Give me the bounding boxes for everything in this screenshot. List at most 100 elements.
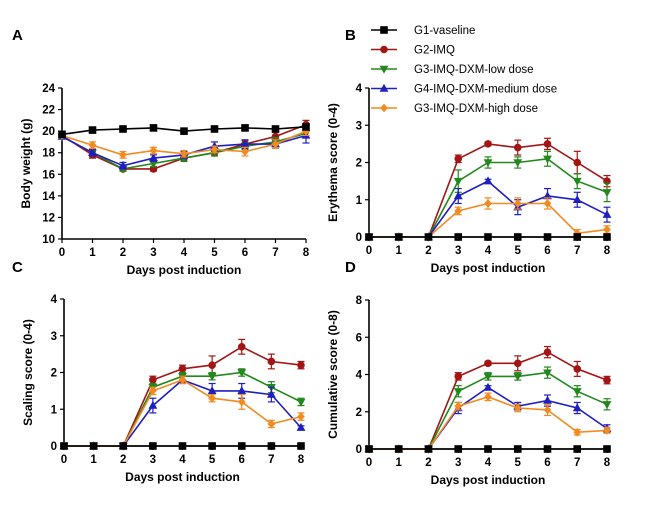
panel-b-x-tick-label: 8 (604, 245, 611, 257)
data-point (149, 376, 157, 384)
data-point (241, 147, 249, 157)
legend-item-g4-imq-dxm-medium-dose: G4-IMQ-DXM-medium dose (371, 84, 557, 96)
panel-c-x-axis-title: Days post induction (125, 470, 240, 484)
data-point (58, 130, 66, 139)
panel-b-x-tick-label: 3 (455, 245, 461, 257)
data-point (602, 189, 612, 198)
legend-item-g3-imq-dxm-low-dose: G3-IMQ-DXM-low dose (371, 64, 534, 76)
panel-c-x-tick-label: 6 (239, 454, 245, 466)
data-point (454, 372, 463, 381)
legend-label: G3-IMQ-DXM-low dose (414, 64, 534, 76)
panel-letter-a: A (12, 27, 23, 44)
panel-b-y-tick-label: 1 (356, 195, 363, 207)
panel-c-x-tick-label: 7 (268, 454, 274, 466)
data-point (572, 388, 582, 397)
data-point (365, 445, 373, 453)
panel-a-series-g1-vaseline (58, 122, 310, 139)
data-point (453, 388, 463, 397)
panel-c-x-tick-label: 0 (61, 454, 67, 466)
data-point (88, 140, 97, 150)
data-point (454, 233, 463, 241)
data-point (297, 412, 305, 421)
data-point (543, 369, 552, 378)
legend-label: G1-vaseline (414, 25, 475, 37)
panel-b-x-tick-label: 0 (366, 245, 372, 257)
data-point (210, 145, 219, 154)
data-point (573, 233, 582, 241)
data-point (178, 375, 187, 385)
panel-c-y-tick-label: 3 (51, 331, 57, 343)
data-point (513, 199, 522, 208)
series-line (64, 345, 302, 447)
panel-d-cumulative-chart: 0 2 4 6 8 0 1 2 3 4 5 6 7 8 Days post induction Cumulat… (326, 295, 612, 487)
data-point (483, 159, 493, 168)
data-point (483, 373, 493, 382)
data-point (484, 140, 492, 148)
panel-c-x-tick-label: 8 (298, 454, 305, 466)
data-point (88, 147, 97, 156)
panel-b-y-tick-label: 2 (356, 158, 362, 170)
panel-a-x-tick-label: 3 (150, 247, 156, 259)
legend-label: G4-IMQ-DXM-medium dose (414, 84, 557, 96)
data-point (513, 159, 523, 168)
data-point (208, 361, 216, 369)
data-point (208, 442, 216, 450)
panel-a-x-tick-label: 4 (181, 247, 188, 259)
series-line (64, 379, 302, 447)
panel-letter-c: C (12, 259, 23, 276)
data-point (602, 209, 612, 218)
panel-b-x-tick-label: 4 (485, 245, 492, 257)
legend-marker-circle (380, 45, 388, 54)
panel-b-x-tick-label: 1 (396, 245, 403, 257)
data-point (513, 143, 522, 152)
panel-a-y-tick-label: 10 (42, 234, 55, 246)
data-point (484, 392, 492, 402)
data-point (484, 199, 492, 208)
data-point (267, 357, 276, 366)
panel-a-x-tick-label: 6 (242, 247, 248, 259)
data-point (484, 445, 492, 453)
data-point (237, 397, 246, 407)
data-point (207, 386, 217, 395)
panel-a-y-tick-label: 22 (42, 105, 55, 117)
data-point (484, 359, 492, 368)
legend-marker-triangle-down (379, 65, 389, 74)
data-point (178, 365, 187, 373)
data-point (543, 395, 552, 404)
legend-label: G2-IMQ (414, 45, 455, 57)
panel-letter-b: B (345, 27, 356, 44)
data-point (483, 176, 493, 185)
panel-d-series-g1-vaseline (365, 445, 611, 453)
panel-a-y-tick-label: 16 (42, 169, 55, 181)
panel-c-y-tick-label: 0 (51, 441, 57, 453)
panel-b-x-tick-label: 5 (515, 245, 522, 257)
data-point (454, 206, 463, 216)
data-point (88, 126, 97, 134)
data-point (208, 393, 216, 403)
panel-b-erythema-chart: 0 1 2 3 4 0 1 2 3 4 5 6 7 8 Days post induction Erythem… (326, 83, 612, 275)
data-point (513, 233, 522, 241)
panel-c-series-g1-vaseline (60, 442, 305, 450)
panel-d-series-g3-imq-dxm-high-dose (365, 392, 611, 454)
data-point (543, 405, 552, 415)
data-point (572, 403, 582, 412)
data-point (149, 124, 158, 132)
data-point (118, 160, 128, 169)
data-point (119, 125, 127, 133)
panel-c-x-tick-label: 5 (209, 454, 216, 466)
data-point (453, 191, 463, 200)
data-point (543, 191, 552, 200)
data-point (149, 386, 157, 396)
legend-item-g2-imq: G2-IMQ (371, 45, 455, 57)
data-point (149, 153, 158, 162)
data-point (603, 445, 611, 453)
panel-a-y-tick-label: 18 (42, 148, 55, 160)
data-point (241, 124, 249, 132)
data-point (603, 376, 611, 384)
data-point (424, 233, 433, 241)
data-point (237, 442, 246, 450)
data-point (602, 401, 612, 410)
panel-d-x-tick-label: 2 (425, 457, 431, 469)
data-point (266, 389, 276, 398)
